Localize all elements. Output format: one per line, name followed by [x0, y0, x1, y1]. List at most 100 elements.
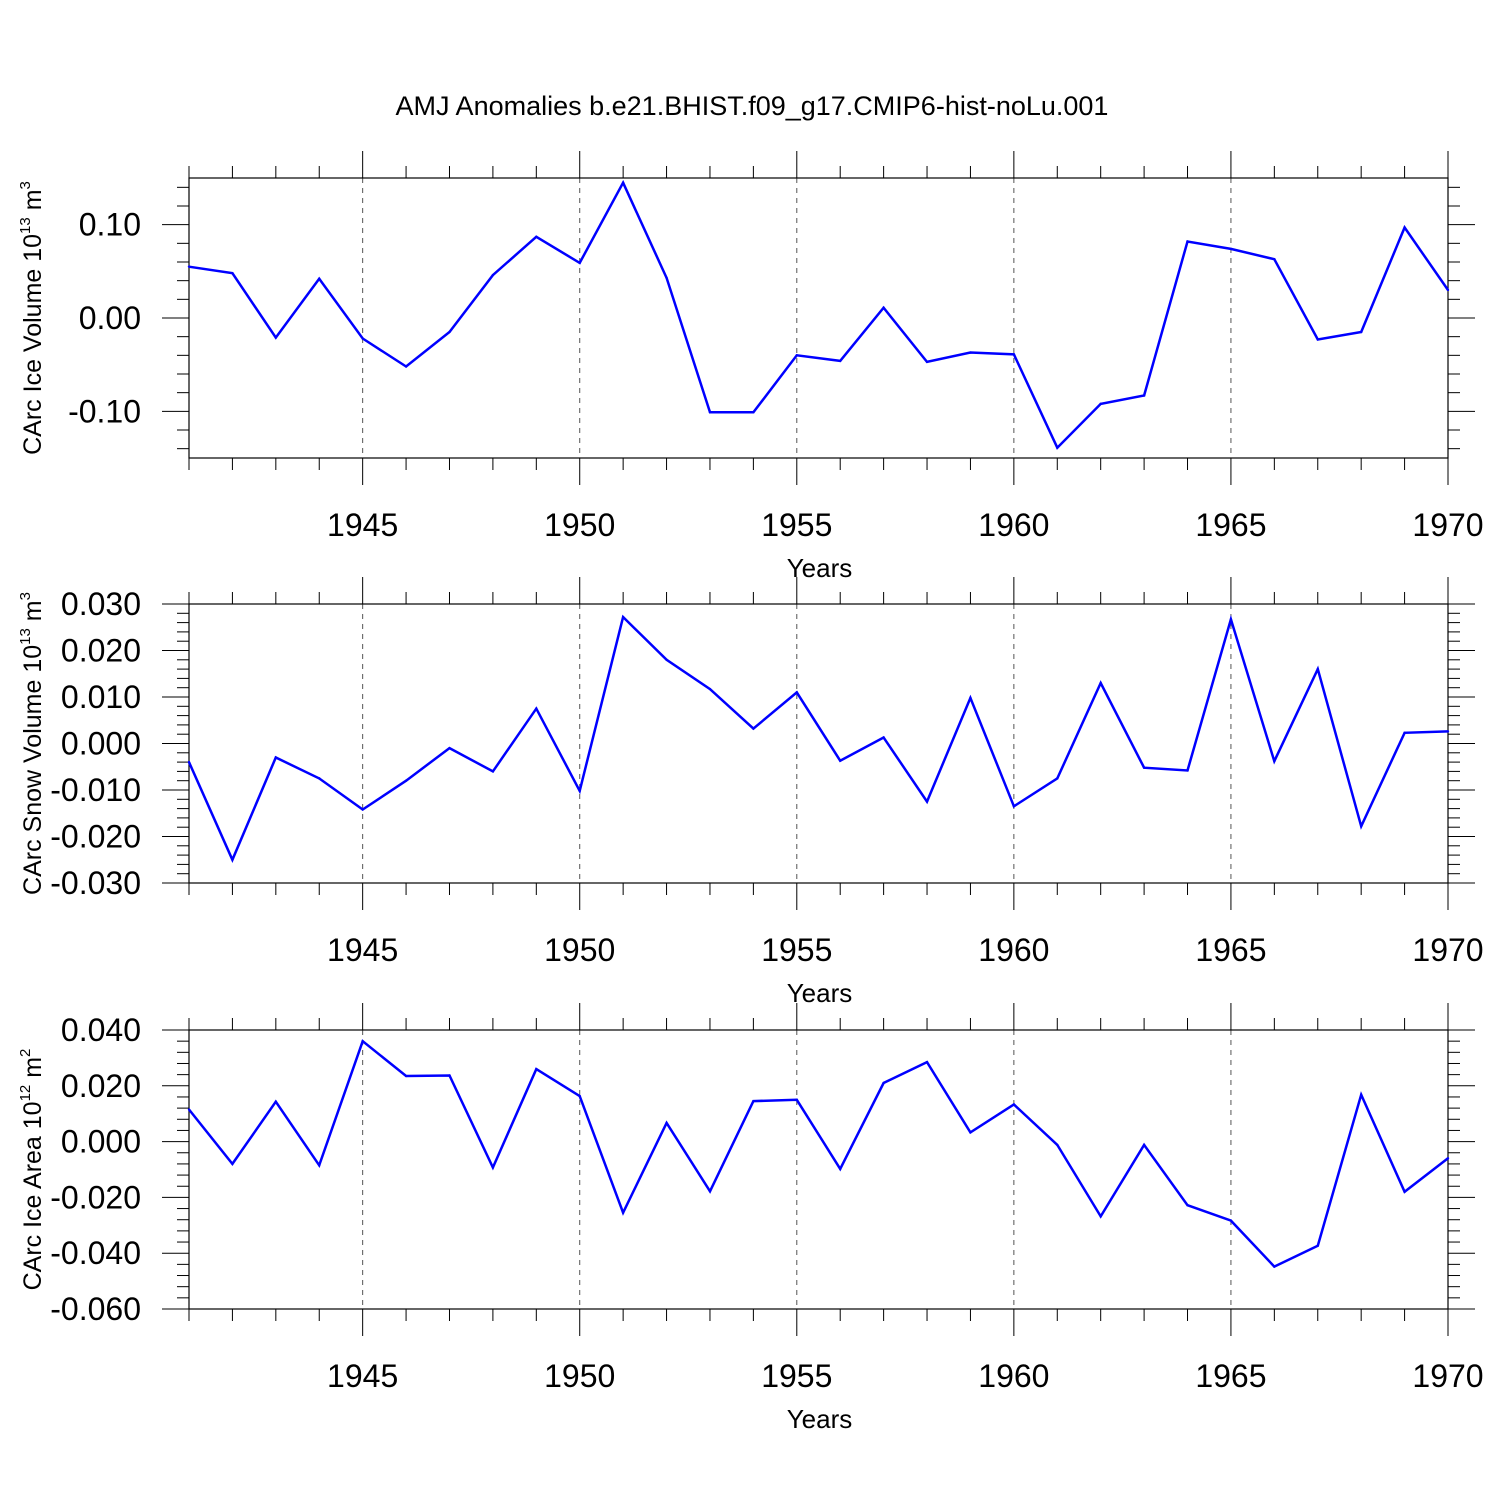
- y-axis-title-main: CArc Ice Area 10: [19, 1101, 47, 1290]
- data-point: [882, 1081, 885, 1085]
- plot-frame: [188, 177, 1449, 459]
- series-line: [188, 1039, 1449, 1269]
- x-axis-title: Years: [787, 978, 853, 1008]
- data-point: [578, 261, 581, 265]
- data-point: [404, 365, 408, 368]
- data-point: [665, 276, 668, 280]
- data-point: [274, 336, 278, 339]
- data-point: [1273, 1265, 1276, 1268]
- x-tick-label: 1955: [761, 932, 832, 968]
- plot-frame: [188, 1029, 1449, 1310]
- data-point: [1012, 353, 1016, 356]
- x-axis-title: Years: [787, 553, 853, 583]
- data-point: [752, 411, 755, 414]
- y-tick-label: -0.010: [50, 772, 141, 808]
- panel-3: -0.060 -0.040 -0.020 0.000 0.020 0.040 1945 195…: [17, 1003, 1484, 1434]
- data-point: [274, 756, 278, 759]
- data-point: [1273, 258, 1276, 261]
- data-point: [318, 1164, 321, 1167]
- data-point: [1012, 1103, 1016, 1106]
- data-point: [535, 235, 538, 238]
- data-point: [969, 351, 972, 354]
- data-point: [1056, 777, 1059, 780]
- data-point: [1056, 1143, 1059, 1147]
- data-point: [1186, 769, 1189, 772]
- data-point: [1316, 1244, 1319, 1247]
- data-point: [231, 272, 234, 275]
- data-point: [318, 277, 321, 280]
- data-point: [1446, 730, 1450, 733]
- y-tick-label: -0.020: [50, 1179, 141, 1215]
- data-point: [621, 1211, 625, 1214]
- y-tick-label: -0.060: [50, 1291, 141, 1327]
- data-point: [1359, 330, 1363, 334]
- panels: -0.10 0.00 0.10 1945 1950 1955 1960 1965 1970 Yea…: [17, 151, 1484, 1434]
- panel-2: -0.030 -0.020 -0.010 0.000 0.010 0.020 0.030 19…: [17, 577, 1484, 1008]
- data-point: [404, 1074, 408, 1078]
- data-point: [404, 779, 408, 782]
- y-axis-title-exponent: 13: [17, 628, 34, 645]
- data-point: [1186, 1204, 1189, 1207]
- data-point: [274, 1100, 278, 1103]
- data-point: [969, 1131, 972, 1134]
- y-tick-label: -0.040: [50, 1235, 141, 1271]
- data-point: [187, 1108, 191, 1111]
- x-tick-label: 1965: [1195, 932, 1266, 968]
- data-point: [1403, 1190, 1406, 1194]
- y-tick-label: 0.10: [79, 207, 141, 243]
- y-tick-label: -0.10: [68, 393, 141, 429]
- y-tick-label: 0.00: [79, 300, 141, 336]
- data-point: [882, 736, 885, 739]
- data-point: [708, 411, 712, 414]
- x-tick-label: 1970: [1412, 507, 1483, 543]
- data-point: [448, 1074, 451, 1077]
- x-tick-label: 1950: [544, 932, 615, 968]
- panel-1: -0.10 0.00 0.10 1945 1950 1955 1960 1965 1970 Yea…: [17, 151, 1484, 583]
- data-point: [1316, 338, 1319, 341]
- data-point: [361, 1039, 364, 1043]
- data-point: [752, 1099, 755, 1103]
- chart-title: AMJ Anomalies b.e21.BHIST.f09_g17.CMIP6-…: [396, 91, 1109, 121]
- data-point: [708, 687, 712, 691]
- x-tick-label: 1955: [761, 1358, 832, 1394]
- data-point: [1446, 288, 1450, 292]
- y-axis-title: CArc Snow Volume 1013 m3: [17, 592, 47, 895]
- x-tick-label: 1970: [1412, 932, 1483, 968]
- data-point: [882, 306, 885, 309]
- x-tick-label: 1970: [1412, 1358, 1483, 1394]
- y-tick-label: 0.000: [61, 726, 141, 762]
- x-tick-label: 1965: [1195, 507, 1266, 543]
- data-point: [231, 858, 234, 861]
- data-point: [752, 727, 755, 730]
- data-point: [1142, 394, 1146, 397]
- data-point: [578, 1094, 581, 1098]
- data-point: [491, 770, 495, 773]
- data-point: [1186, 240, 1189, 243]
- y-tick-label: 0.010: [61, 679, 141, 715]
- data-point: [839, 1167, 842, 1171]
- series-line: [187, 614, 1449, 863]
- data-point: [361, 337, 364, 340]
- x-tick-label: 1945: [327, 932, 398, 968]
- data-point: [318, 777, 321, 780]
- data-point: [839, 359, 842, 363]
- data-point: [795, 691, 798, 694]
- y-tick-label: 0.020: [61, 633, 141, 669]
- data-point: [1316, 667, 1319, 671]
- data-point: [1099, 1215, 1102, 1218]
- y-axis-title: CArc Ice Area 1012 m2: [17, 1049, 47, 1291]
- x-tick-label: 1950: [544, 1358, 615, 1394]
- y-axis-title-main: CArc Snow Volume 10: [19, 645, 47, 895]
- data-point: [187, 760, 191, 764]
- data-point: [795, 354, 798, 357]
- data-point: [925, 800, 929, 803]
- data-point: [1099, 402, 1102, 406]
- y-axis-title-unit-exponent: 3: [17, 181, 34, 189]
- x-tick-label: 1945: [327, 1358, 398, 1394]
- y-axis-title-main: CArc Ice Volume 10: [19, 234, 47, 455]
- y-axis-title-exponent: 13: [17, 217, 34, 234]
- data-point: [491, 1166, 495, 1169]
- plot-frame: [188, 603, 1449, 884]
- data-point: [1229, 247, 1233, 251]
